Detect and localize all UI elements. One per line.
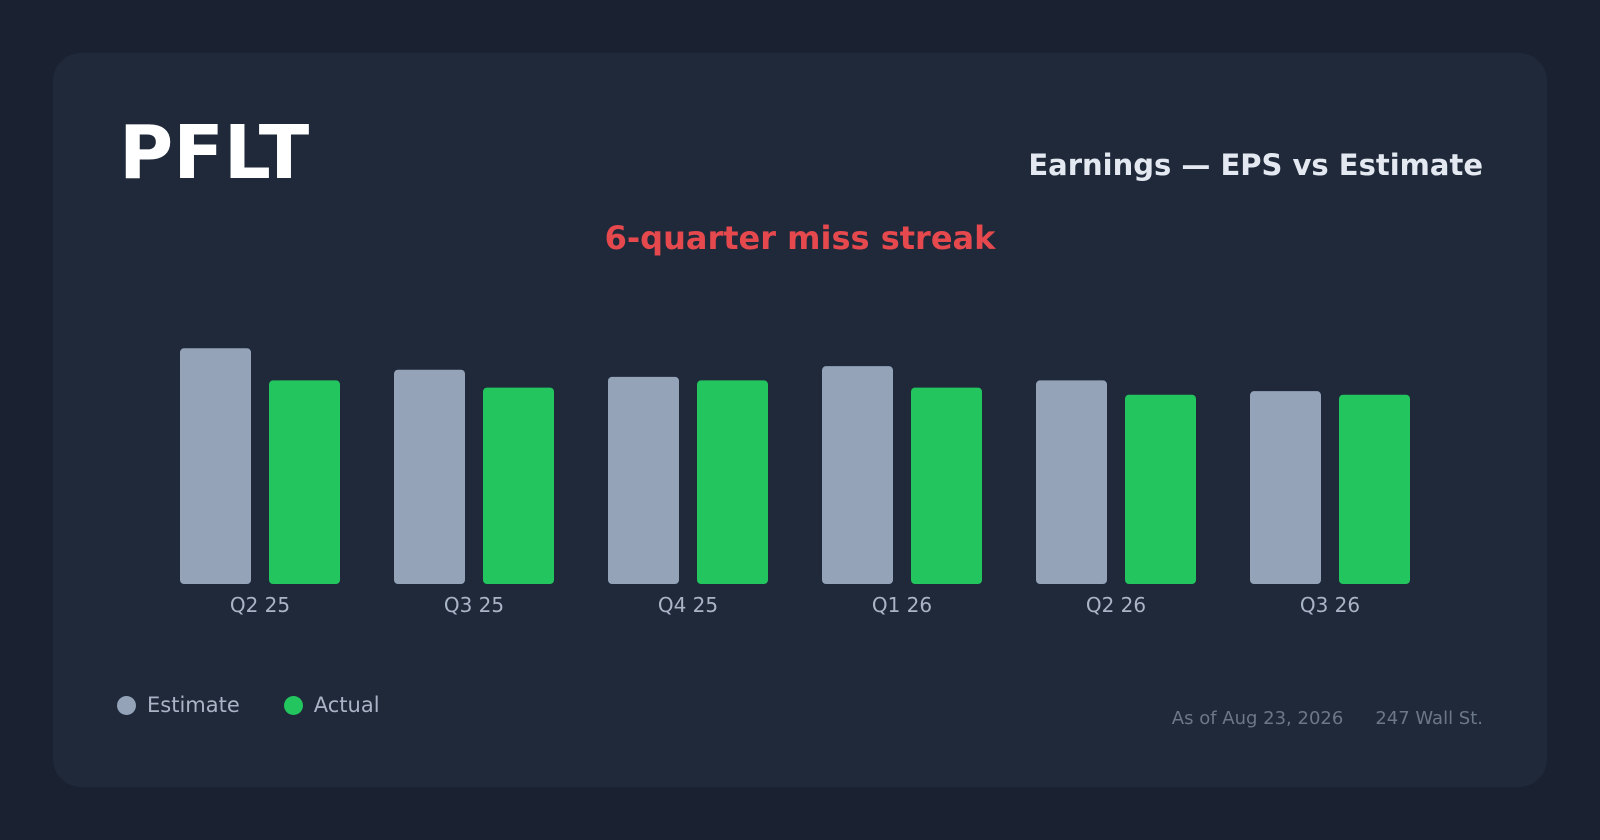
actual-bar-q3-26 bbox=[1339, 394, 1410, 584]
actual-bar-q3-25 bbox=[483, 387, 554, 584]
miss-streak-label: 6-quarter miss streak bbox=[604, 219, 996, 257]
actual-bar-q4-25 bbox=[697, 380, 768, 584]
legend-item-estimate: Estimate bbox=[117, 693, 240, 717]
estimate-bar-q3-25 bbox=[394, 369, 465, 584]
actual-swatch bbox=[283, 695, 303, 715]
source-label: 247 Wall St. bbox=[1375, 708, 1483, 729]
x-tick-label: Q3 26 bbox=[1300, 593, 1360, 617]
legend-estimate-label: Estimate bbox=[147, 693, 240, 717]
earnings-card: PFLT Earnings — EPS vs Estimate 6-quarte… bbox=[53, 53, 1547, 787]
x-tick-label: Q2 26 bbox=[1086, 593, 1146, 617]
x-tick-label: Q2 25 bbox=[230, 593, 290, 617]
actual-bar-q2-26 bbox=[1125, 394, 1196, 584]
x-tick-label: Q1 26 bbox=[872, 593, 932, 617]
actual-bar-q1-26 bbox=[911, 387, 982, 584]
legend-actual-label: Actual bbox=[313, 693, 380, 717]
estimate-swatch bbox=[117, 695, 136, 715]
legend-item-actual: Actual bbox=[283, 693, 380, 717]
x-tick-label: Q4 25 bbox=[658, 593, 718, 617]
estimate-bar-q4-25 bbox=[608, 376, 679, 584]
actual-bar-q2-25 bbox=[269, 380, 340, 584]
estimate-bar-q1-26 bbox=[822, 366, 893, 584]
eps-bar-chart: Q2 25 Q3 25 Q4 25 Q1 26 Q2 26 Q3 26 bbox=[180, 348, 1410, 617]
ticker-symbol: PFLT bbox=[119, 110, 310, 196]
estimate-bar-q3-26 bbox=[1250, 391, 1321, 584]
chart-legend: Estimate Actual bbox=[117, 693, 380, 717]
estimate-bar-q2-25 bbox=[180, 348, 251, 584]
footer-meta: As of Aug 23, 2026 247 Wall St. bbox=[1172, 708, 1483, 729]
x-tick-label: Q3 25 bbox=[444, 593, 504, 617]
as-of-date: As of Aug 23, 2026 bbox=[1171, 708, 1344, 729]
estimate-bar-q2-26 bbox=[1036, 380, 1107, 584]
chart-title: Earnings — EPS vs Estimate bbox=[1028, 148, 1483, 182]
